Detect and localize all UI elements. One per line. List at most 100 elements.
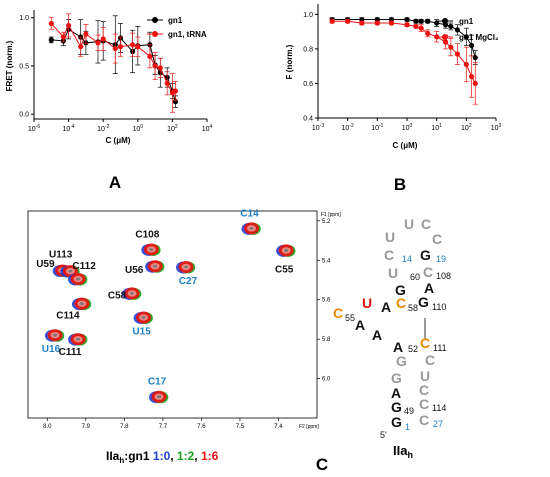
peak-label-C108: C108	[135, 229, 159, 240]
a-point-1-1	[60, 34, 66, 40]
b-ytick-label-3: 1.0	[303, 12, 313, 19]
rna-nucleotide-27: G	[391, 414, 402, 430]
rna-nucleotide-2: U	[385, 229, 395, 245]
peak-C114-center	[79, 302, 84, 306]
legend-a-label-2: gn1, tRNA	[168, 30, 207, 39]
rna-nucleotide-14: C	[333, 305, 343, 321]
b-point-1-7	[418, 25, 424, 31]
c-xtick-label-3: 7.7	[159, 424, 168, 430]
b-point-0-13	[463, 34, 469, 40]
peak-C108: C108	[135, 229, 161, 256]
peak-C17-center	[157, 395, 162, 399]
rna-nucleotide-26: C	[419, 396, 429, 412]
b-point-1-5	[404, 22, 410, 28]
b-point-0-12	[454, 27, 461, 33]
c-xtick-label-0: 8.0	[43, 424, 52, 430]
peak-U16-center	[52, 333, 57, 337]
a-point-0-0	[48, 37, 54, 43]
caption-name: IIa	[106, 449, 120, 463]
rna-position-4: 58	[408, 303, 418, 313]
rna-position-2: 60	[410, 272, 420, 282]
peak-C14-center	[249, 226, 254, 230]
rna-position-0: 14	[402, 254, 412, 264]
rna-nucleotide-21: G	[391, 370, 402, 386]
panel-c-nmr-spectrum: 8.0 7.9 7.8 7.7 7.6 7.5 7.4 5.2 5.4 5.6 5.8 6.0 C14…	[27, 208, 341, 430]
rna-position-11: 5'	[380, 430, 387, 440]
rna-position-3: 108	[436, 271, 451, 281]
legend-b-marker-1	[442, 18, 448, 24]
rna-position-6: 55	[345, 313, 355, 323]
b-xtick-label-4: 101	[431, 123, 442, 132]
a-xtick-label-1: 10-4	[62, 124, 74, 133]
rna-position-10: 114	[432, 403, 446, 413]
peak-label-U16: U16	[42, 344, 61, 355]
rna-nucleotide-1: C	[421, 216, 431, 232]
b-point-0-15	[472, 54, 478, 61]
a-ytick-label-0: 0.0	[19, 112, 29, 119]
caption-comma-2: ,	[194, 449, 201, 463]
rna-nucleotide-16: A	[372, 327, 382, 343]
axis-a-ylabel: FRET (norm.)	[5, 40, 14, 91]
legend-a-marker-1	[152, 17, 158, 23]
b-point-1-12	[454, 51, 461, 57]
rna-nucleotide-3: C	[432, 231, 442, 247]
axis-b-xlabel: C (μM)	[393, 141, 418, 150]
structure-title: IIah	[393, 443, 413, 460]
a-xtick-label-5: 104	[202, 124, 213, 133]
rna-nucleotide-5: G	[420, 247, 431, 263]
c-ytick-label-0: 5.2	[322, 219, 331, 225]
peak-U59-center	[68, 269, 73, 273]
b-point-0-9	[434, 20, 440, 26]
axis-c-ylabel: F1 [ppm]	[321, 212, 341, 218]
b-ytick-label-1: 0.6	[303, 81, 313, 88]
a-ytick-label-1: 0.5	[19, 63, 29, 70]
caption-comma-1: ,	[170, 449, 177, 463]
a-point-1-9	[129, 42, 136, 48]
peak-C112-center	[76, 277, 81, 281]
peak-U15: U15	[132, 311, 153, 337]
b-xtick-label-0: 10-3	[312, 123, 324, 132]
rna-nucleotide-15: A	[355, 317, 365, 333]
b-point-1-11	[448, 44, 454, 50]
a-point-1-4	[83, 31, 89, 37]
c-ytick-label-1: 5.4	[322, 258, 331, 264]
rna-nucleotide-9: A	[424, 280, 434, 296]
b-point-0-6	[413, 18, 419, 24]
a-point-1-3	[78, 44, 84, 50]
b-point-1-4	[388, 20, 395, 26]
b-point-1-10	[442, 39, 449, 45]
peak-C111: C111	[59, 333, 88, 358]
legend-b: gn1 gn1 MgCl₂	[437, 17, 499, 42]
rna-nucleotide-13: U	[362, 295, 372, 311]
b-point-0-7	[418, 18, 424, 24]
b-point-0-8	[425, 18, 431, 24]
b-point-1-1	[345, 18, 351, 24]
rna-nucleotide-8: G	[395, 282, 406, 298]
b-point-1-2	[359, 20, 365, 26]
c-ytick-label-4: 6.0	[322, 377, 331, 383]
a-point-1-13	[157, 65, 163, 71]
a-point-1-2	[66, 22, 72, 29]
a-point-1-7	[112, 45, 118, 52]
panel-label-a: A	[109, 173, 121, 192]
peak-label-U56: U56	[125, 265, 144, 276]
peak-C17: C17	[148, 377, 169, 404]
caption-ratio-1: 1:0	[153, 449, 171, 463]
b-series-line-0	[332, 19, 476, 58]
peak-C111-center	[76, 337, 81, 341]
b-xtick-label-5: 102	[461, 123, 472, 132]
a-point-1-10	[135, 44, 141, 50]
caption-sep: :gn1	[124, 449, 153, 463]
rna-position-1: 19	[436, 254, 446, 264]
rna-nucleotide-18: C	[420, 335, 430, 351]
a-xtick-label-2: 10-2	[97, 124, 109, 133]
a-xtick-label-0: 10-6	[28, 124, 40, 133]
rna-position-7: 52	[408, 344, 418, 354]
rna-nucleotide-11: C	[396, 295, 406, 311]
legend-a-label-1: gn1	[168, 16, 183, 25]
peak-C14: C14	[240, 208, 261, 235]
b-point-0-14	[468, 42, 475, 49]
panel-label-c: C	[316, 455, 328, 474]
peak-C108-center	[149, 248, 154, 251]
